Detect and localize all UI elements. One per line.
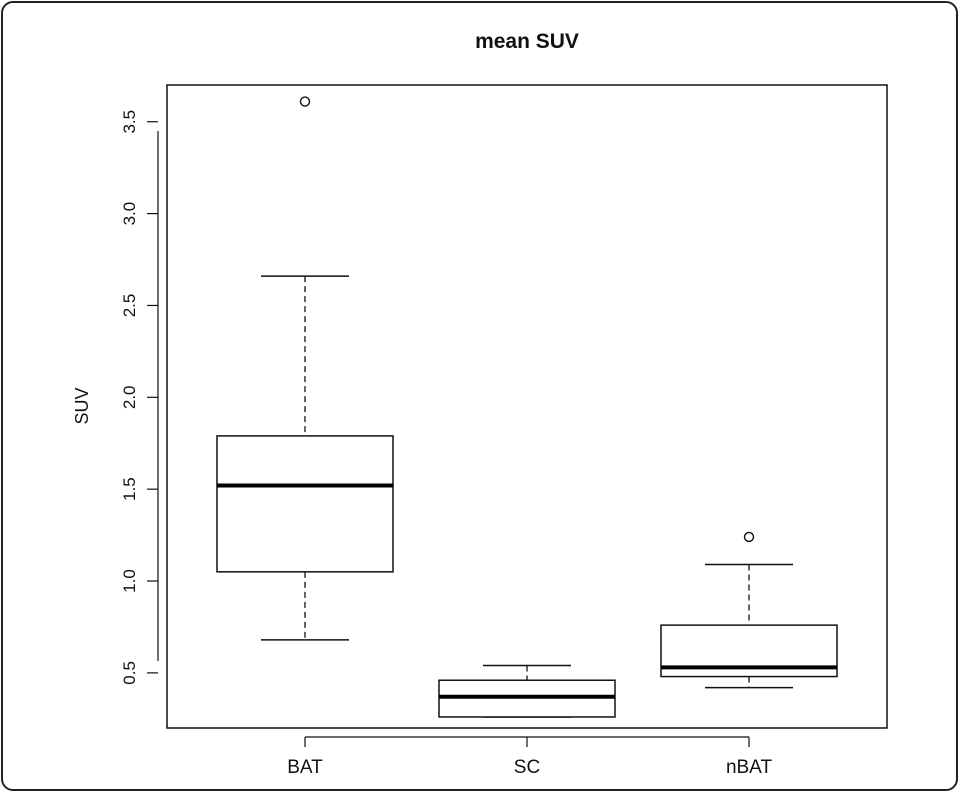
- box-bat: [216, 96, 394, 641]
- x-tick-label: nBAT: [726, 757, 773, 778]
- boxes-group: [216, 96, 838, 718]
- y-tick-label: 3.0: [120, 202, 139, 226]
- x-tick-label: BAT: [287, 757, 323, 778]
- y-tick-label: 0.5: [120, 661, 139, 685]
- y-tick-label: 1.5: [120, 477, 139, 501]
- chart-title: mean SUV: [475, 30, 579, 53]
- box-nbat: [660, 531, 838, 689]
- y-axis-ticks: 0.5 1.0 1.5 2.0 2.5 3.0 3.5: [120, 110, 158, 685]
- outlier-point: [743, 531, 755, 543]
- y-axis-label: SUV: [72, 387, 92, 424]
- y-tick-label: 2.0: [120, 385, 139, 409]
- iqr-box: [216, 435, 394, 573]
- y-tick-label: 2.5: [120, 294, 139, 318]
- x-axis-ticks: BAT SC nBAT: [287, 737, 772, 778]
- x-tick-label: SC: [514, 757, 540, 778]
- plot-area: [166, 84, 888, 729]
- y-tick-label: 1.0: [120, 569, 139, 593]
- box-sc: [438, 664, 616, 718]
- outlier-point: [299, 96, 311, 107]
- y-tick-label: 3.5: [120, 110, 139, 134]
